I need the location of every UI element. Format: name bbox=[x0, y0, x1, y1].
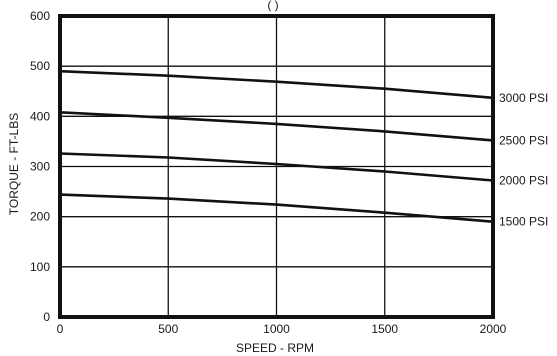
x-tick-label-0: 0 bbox=[57, 322, 64, 336]
series-label-3: 1500 PSI bbox=[499, 215, 548, 229]
y-tick-label-200: 200 bbox=[30, 210, 50, 224]
series-line-0 bbox=[59, 69, 494, 100]
series-lines bbox=[59, 69, 494, 223]
y-tick-label-600: 600 bbox=[30, 9, 50, 23]
x-tick-labels: 0 500 1000 1500 2000 bbox=[57, 322, 507, 336]
series-labels: 3000 PSI 2500 PSI 2000 PSI 1500 PSI bbox=[499, 91, 548, 229]
y-tick-label-100: 100 bbox=[30, 260, 50, 274]
x-axis-title: SPEED - RPM bbox=[236, 341, 314, 355]
plot-frame bbox=[58, 14, 495, 319]
y-tick-labels: 0 100 200 300 400 500 600 bbox=[30, 9, 50, 324]
y-tick-label-500: 500 bbox=[30, 59, 50, 73]
series-line-2 bbox=[59, 152, 494, 182]
x-tick-label-500: 500 bbox=[158, 322, 178, 336]
y-axis-title: TORQUE - FT-LBS bbox=[7, 113, 21, 215]
series-label-0: 3000 PSI bbox=[499, 91, 548, 105]
x-tick-label-1500: 1500 bbox=[371, 322, 398, 336]
series-label-1: 2500 PSI bbox=[499, 133, 548, 147]
y-tick-label-400: 400 bbox=[30, 109, 50, 123]
grid-lines bbox=[59, 15, 494, 318]
chart-title: ( ) bbox=[267, 0, 278, 12]
x-tick-label-2000: 2000 bbox=[480, 322, 507, 336]
y-tick-label-0: 0 bbox=[43, 310, 50, 324]
series-line-3 bbox=[59, 193, 494, 223]
series-label-2: 2000 PSI bbox=[499, 174, 548, 188]
x-tick-label-1000: 1000 bbox=[263, 322, 290, 336]
series-line-1 bbox=[59, 111, 494, 142]
y-tick-label-300: 300 bbox=[30, 160, 50, 174]
